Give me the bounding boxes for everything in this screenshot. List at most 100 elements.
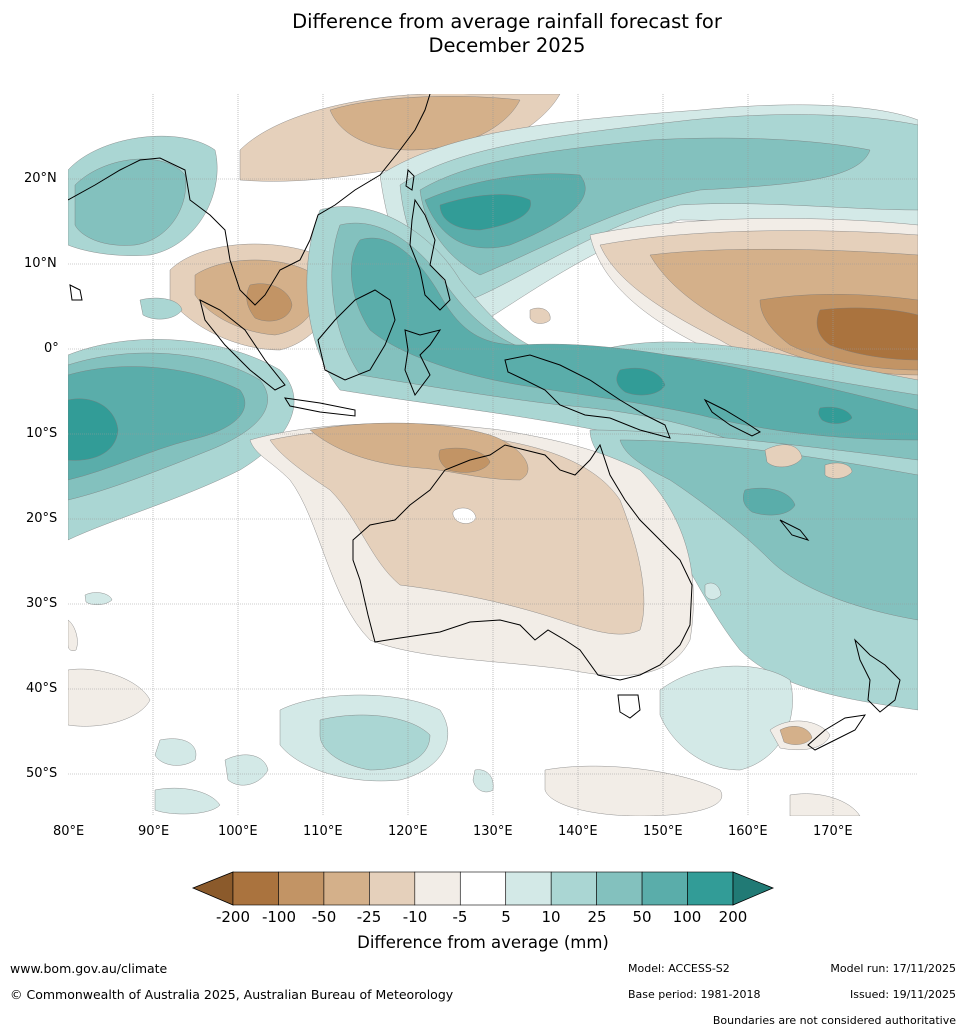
colorbar-cell (323, 871, 370, 906)
sri-lanka-coast (69, 284, 83, 301)
colorbar-title: Difference from average (mm) (357, 933, 609, 952)
footer-copyright: © Commonwealth of Australia 2025, Austra… (10, 987, 454, 1002)
lat-label-30s: 30°S (26, 596, 58, 611)
colorbar-tick-label: -25 (356, 908, 382, 926)
colorbar-tick-label: 25 (587, 908, 607, 926)
anomaly-contour (779, 726, 813, 745)
anomaly-contour (816, 307, 918, 361)
coastlines (68, 94, 901, 751)
new-zealand-south-coast (807, 714, 867, 751)
footer-model: Model: ACCESS-S2 (628, 962, 730, 975)
colorbar-cell (687, 871, 734, 906)
colorbar-cell (596, 871, 643, 906)
footer-disclaimer: Boundaries are not considered authoritat… (712, 1014, 956, 1027)
footer-model-run: Model run: 17/11/2025 (830, 962, 956, 975)
anomaly-contour (68, 619, 78, 651)
anomaly-contour (68, 668, 151, 727)
anomaly-contour (544, 765, 722, 816)
colorbar-cell (550, 871, 597, 906)
colorbar-tick-label: -5 (452, 908, 468, 926)
anomaly-contour (154, 738, 197, 766)
lat-label-20s: 20°S (26, 511, 58, 526)
anomaly-contour (439, 194, 531, 231)
anomaly-contour (818, 406, 853, 424)
solomon-islands-coast (703, 398, 761, 437)
taiwan-coast (405, 168, 415, 191)
colorbar-tick-label: -200 (215, 908, 251, 926)
anomaly-contour (824, 462, 853, 479)
lat-label-0: 0° (44, 341, 59, 356)
anomaly-field (68, 94, 918, 816)
lon-label-160e: 160°E (728, 824, 768, 839)
anomaly-contour (224, 754, 269, 786)
colorbar-cell (414, 871, 461, 906)
colorbar-tick-label: 50 (632, 908, 652, 926)
colorbar-tick-label: -10 (402, 908, 428, 926)
lat-label-40s: 40°S (26, 681, 58, 696)
anomaly-contour (764, 444, 803, 468)
lat-label-50s: 50°S (26, 766, 58, 781)
anomaly-contour (619, 439, 918, 621)
anomaly-contour (704, 582, 722, 600)
anomaly-contour (319, 714, 431, 771)
australia-coast (352, 443, 693, 681)
colorbar (191, 871, 775, 906)
colorbar-tick-label: -100 (261, 908, 297, 926)
sulawesi-coast (404, 329, 442, 397)
new-caledonia-coast (779, 519, 810, 541)
footer-issued: Issued: 19/11/2025 (849, 988, 956, 1001)
java-coast (284, 397, 356, 417)
tasmania-coast (617, 694, 641, 719)
colorbar-tick-label: 5 (501, 908, 511, 926)
anomaly-contour (68, 398, 119, 461)
anomaly-contour (789, 793, 861, 816)
title-line-1: Difference from average rainfall forecas… (292, 10, 722, 33)
philippines-coast (409, 198, 451, 311)
lon-label-140e: 140°E (558, 824, 598, 839)
chart-title: Difference from average rainfall forecas… (0, 10, 965, 58)
anomaly-contour (329, 96, 521, 151)
colorbar-tick-label: -50 (311, 908, 337, 926)
anomaly-contour (351, 238, 918, 441)
colorbar-cell (278, 871, 325, 906)
anomaly-contour (452, 507, 477, 524)
lat-label-10s: 10°S (26, 426, 58, 441)
colorbar-cell (505, 871, 552, 906)
footer-base-period: Base period: 1981-2018 (628, 988, 761, 1001)
new-guinea-coast (504, 354, 671, 439)
new-zealand-north-coast (854, 638, 901, 713)
anomaly-contour (419, 137, 871, 276)
lon-label-150e: 150°E (643, 824, 683, 839)
anomaly-contour (529, 307, 551, 324)
lon-label-130e: 130°E (473, 824, 513, 839)
graticule (68, 94, 918, 816)
colorbar-tick-label: 10 (541, 908, 561, 926)
anomaly-contour (616, 367, 666, 396)
anomaly-contour (154, 787, 221, 815)
lat-label-20n: 20°N (24, 171, 57, 186)
colorbar-tick-label: 200 (718, 908, 748, 926)
asia-coast (68, 94, 431, 306)
anomaly-contour (68, 366, 246, 481)
colorbar-high-extension (732, 871, 775, 906)
borneo-coast (317, 289, 396, 381)
lon-label-170e: 170°E (813, 824, 853, 839)
lon-label-80e: 80°E (53, 824, 85, 839)
anomaly-contour (743, 487, 796, 516)
anomaly-contour (246, 283, 293, 322)
lon-label-110e: 110°E (303, 824, 343, 839)
footer-url[interactable]: www.bom.gov.au/climate (10, 961, 168, 976)
title-line-2: December 2025 (428, 34, 586, 57)
colorbar-tick-label: 100 (672, 908, 702, 926)
lon-label-90e: 90°E (138, 824, 170, 839)
colorbar-low-extension (191, 871, 234, 906)
anomaly-contour (438, 447, 491, 473)
lon-label-100e: 100°E (218, 824, 258, 839)
lon-label-120e: 120°E (388, 824, 428, 839)
colorbar-cell (641, 871, 688, 906)
colorbar-cell (232, 871, 279, 906)
colorbar-cell (459, 871, 507, 906)
lat-label-10n: 10°N (24, 256, 57, 271)
colorbar-cell (369, 871, 416, 906)
